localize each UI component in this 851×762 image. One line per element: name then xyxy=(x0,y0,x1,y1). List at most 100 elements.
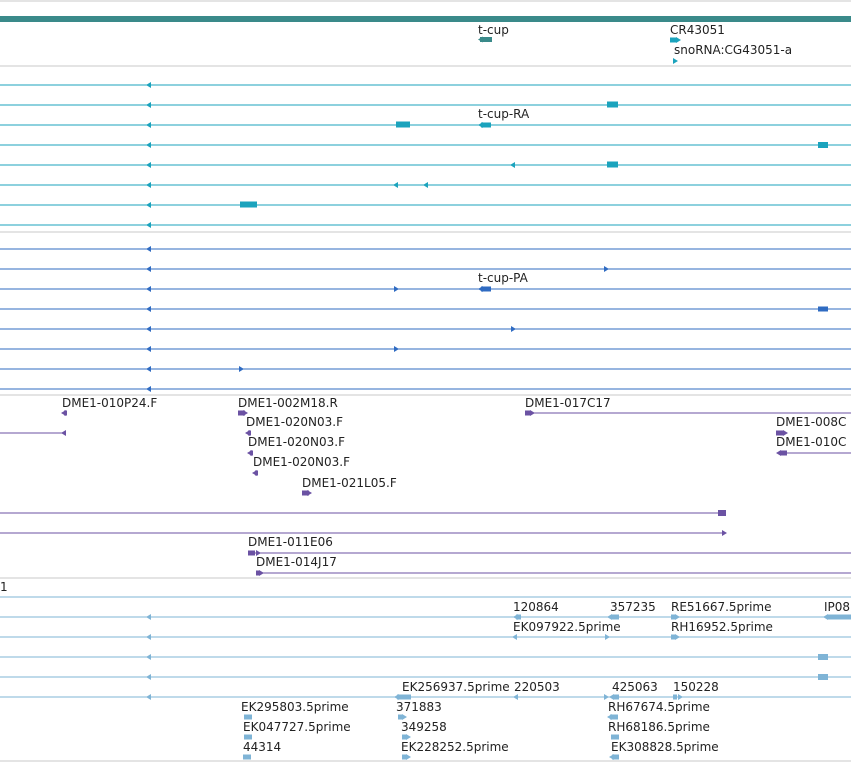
exon-block[interactable] xyxy=(256,570,260,576)
strand-arrow-left-icon xyxy=(607,614,612,620)
exon-block[interactable] xyxy=(818,654,828,660)
exon-block[interactable] xyxy=(250,450,253,456)
feature-label: DME1-010C xyxy=(776,435,846,449)
exon-block[interactable] xyxy=(244,734,252,740)
feature-label: EK308828.5prime xyxy=(611,740,719,754)
strand-arrow-left-icon xyxy=(146,694,151,700)
exon-block[interactable] xyxy=(613,694,619,700)
exon-block[interactable] xyxy=(396,121,410,128)
feature-label: RH68186.5prime xyxy=(608,720,710,734)
strand-arrow-left-icon xyxy=(609,754,614,760)
strand-arrow-left-icon xyxy=(146,142,151,148)
strand-arrow-left-icon xyxy=(61,410,66,416)
feature-label: DME1-011E06 xyxy=(248,535,333,549)
exon-block[interactable] xyxy=(818,306,828,312)
strand-arrow-left-icon xyxy=(823,614,828,620)
strand-arrow-right-icon xyxy=(604,694,609,700)
exon-block[interactable] xyxy=(776,430,783,436)
feature-label: EK097922.5prime xyxy=(513,620,621,634)
strand-arrow-left-icon xyxy=(146,326,151,332)
exon-block[interactable] xyxy=(607,161,618,168)
strand-arrow-left-icon xyxy=(146,674,151,680)
strand-arrow-right-icon xyxy=(722,530,727,536)
strand-arrow-left-icon xyxy=(146,386,151,392)
feature-label: t-cup xyxy=(478,23,509,37)
strand-arrow-right-icon xyxy=(675,634,680,640)
feature-label: 425063 xyxy=(612,680,658,694)
exon-block[interactable] xyxy=(612,754,619,760)
strand-arrow-left-icon xyxy=(146,182,151,188)
feature-label: 371883 xyxy=(396,700,442,714)
strand-arrow-left-icon xyxy=(146,222,151,228)
strand-arrow-left-icon xyxy=(394,694,399,700)
exon-block[interactable] xyxy=(611,734,619,740)
exon-block[interactable] xyxy=(780,450,787,456)
exon-block[interactable] xyxy=(248,550,255,556)
exon-block[interactable] xyxy=(248,430,251,436)
exon-block[interactable] xyxy=(240,201,257,208)
strand-arrow-right-icon xyxy=(676,37,681,43)
exon-block[interactable] xyxy=(243,754,251,760)
strand-arrow-right-icon xyxy=(402,714,407,720)
strand-arrow-left-icon xyxy=(393,182,398,188)
exon-block[interactable] xyxy=(481,122,491,128)
exon-block[interactable] xyxy=(818,142,828,148)
feature-label: 1 xyxy=(0,580,8,594)
exon-block[interactable] xyxy=(673,694,677,700)
strand-arrow-right-icon xyxy=(511,326,516,332)
strand-arrow-left-icon xyxy=(513,614,518,620)
strand-arrow-left-icon xyxy=(146,366,151,372)
exon-block[interactable] xyxy=(255,470,258,476)
exon-block[interactable] xyxy=(607,101,618,108)
strand-arrow-right-icon xyxy=(259,570,264,576)
feature-label: t-cup-PA xyxy=(478,271,529,285)
feature-label: EK295803.5prime xyxy=(241,700,349,714)
strand-arrow-left-icon xyxy=(146,102,151,108)
feature-label: DME1-020N03.F xyxy=(246,415,343,429)
strand-arrow-right-icon xyxy=(673,58,678,64)
strand-arrow-right-icon xyxy=(394,346,399,352)
feature-label: 44314 xyxy=(243,740,281,754)
feature-label: DME1-014J17 xyxy=(256,555,337,569)
exon-block[interactable] xyxy=(670,37,676,43)
exon-block[interactable] xyxy=(818,674,828,680)
gene-region-bar[interactable] xyxy=(0,16,851,22)
feature-label: CR43051 xyxy=(670,23,725,37)
feature-label: DME1-010P24.F xyxy=(62,396,157,410)
exon-block[interactable] xyxy=(671,614,675,620)
strand-arrow-right-icon xyxy=(394,286,399,292)
strand-arrow-left-icon xyxy=(61,430,66,436)
exon-block[interactable] xyxy=(244,714,252,720)
strand-arrow-right-icon xyxy=(243,410,248,416)
exon-block[interactable] xyxy=(718,510,726,516)
exon-block[interactable] xyxy=(610,714,618,720)
feature-label: DME1-002M18.R xyxy=(238,396,338,410)
strand-arrow-left-icon xyxy=(478,286,483,292)
exon-block[interactable] xyxy=(402,734,407,740)
strand-arrow-left-icon xyxy=(609,694,614,700)
strand-arrow-left-icon xyxy=(146,122,151,128)
exon-block[interactable] xyxy=(402,754,407,760)
strand-arrow-left-icon xyxy=(146,82,151,88)
exon-block[interactable] xyxy=(828,614,851,620)
exon-block[interactable] xyxy=(480,37,492,42)
strand-arrow-left-icon xyxy=(423,182,428,188)
strand-arrow-right-icon xyxy=(604,266,609,272)
exon-block[interactable] xyxy=(481,286,491,292)
exon-block[interactable] xyxy=(611,614,619,620)
exon-block[interactable] xyxy=(525,410,530,416)
strand-arrow-left-icon xyxy=(146,162,151,168)
feature-label: 357235 xyxy=(610,600,656,614)
exon-block[interactable] xyxy=(671,634,675,640)
strand-arrow-left-icon xyxy=(146,346,151,352)
exon-block[interactable] xyxy=(397,694,411,700)
exon-block[interactable] xyxy=(302,490,309,496)
exon-block[interactable] xyxy=(238,410,245,416)
exon-block[interactable] xyxy=(398,714,402,720)
exon-block[interactable] xyxy=(516,614,521,620)
strand-arrow-left-icon xyxy=(146,634,151,640)
strand-arrow-left-icon xyxy=(146,246,151,252)
strand-arrow-right-icon xyxy=(605,634,610,640)
